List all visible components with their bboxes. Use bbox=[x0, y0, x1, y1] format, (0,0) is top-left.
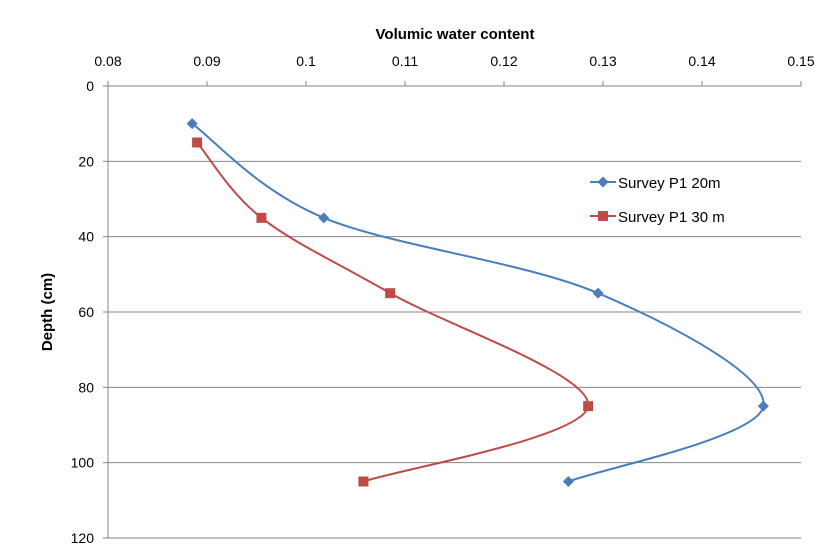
data-point-diamond bbox=[318, 212, 330, 224]
y-tick-label: 60 bbox=[78, 304, 94, 320]
y-tick-label: 80 bbox=[78, 379, 94, 395]
x-tick-label: 0.15 bbox=[787, 53, 814, 69]
data-point-diamond bbox=[757, 400, 769, 412]
tick-labels: 0.08 0.09 0.1 0.11 0.12 0.13 0.14 0.15 0 20 40 60 80… bbox=[71, 53, 815, 545]
x-tick-label: 0.12 bbox=[490, 53, 517, 69]
legend-label: Survey P1 20m bbox=[618, 175, 721, 192]
legend-item: Survey P1 20m bbox=[590, 175, 721, 192]
series-group bbox=[192, 137, 594, 487]
series bbox=[186, 118, 769, 487]
data-point-square bbox=[192, 137, 203, 148]
data-point-square bbox=[583, 401, 594, 412]
x-tick-label: 0.14 bbox=[688, 53, 715, 69]
legend: Survey P1 20m Survey P1 30 m bbox=[590, 175, 725, 226]
legend-swatch-marker bbox=[598, 211, 608, 221]
legend-item: Survey P1 30 m bbox=[590, 209, 725, 226]
series-group bbox=[186, 118, 769, 487]
x-axis-title: Volumic water content bbox=[376, 26, 535, 43]
y-axis-title: Depth (cm) bbox=[39, 273, 56, 351]
data-point-diamond bbox=[562, 476, 574, 487]
data-point-square bbox=[385, 288, 396, 299]
y-tick-label: 120 bbox=[71, 530, 95, 545]
legend-label: Survey P1 30 m bbox=[618, 209, 725, 226]
data-point-square bbox=[256, 212, 267, 223]
x-tick-label: 0.11 bbox=[392, 53, 418, 69]
legend-swatch-marker bbox=[597, 176, 609, 188]
data-point-square bbox=[358, 476, 369, 487]
data-point-diamond bbox=[592, 287, 604, 299]
y-tick-label: 100 bbox=[71, 455, 95, 471]
y-tick-label: 40 bbox=[78, 229, 94, 245]
x-tick-label: 0.09 bbox=[193, 53, 220, 69]
series-line bbox=[196, 141, 590, 483]
gridlines bbox=[108, 160, 801, 539]
x-tick-label: 0.13 bbox=[589, 53, 616, 69]
data-point-diamond bbox=[186, 118, 198, 130]
y-tick-label: 20 bbox=[78, 153, 94, 169]
x-tick-label: 0.08 bbox=[94, 53, 121, 69]
y-tick-label: 0 bbox=[86, 78, 94, 94]
x-tick-label: 0.1 bbox=[296, 53, 316, 69]
